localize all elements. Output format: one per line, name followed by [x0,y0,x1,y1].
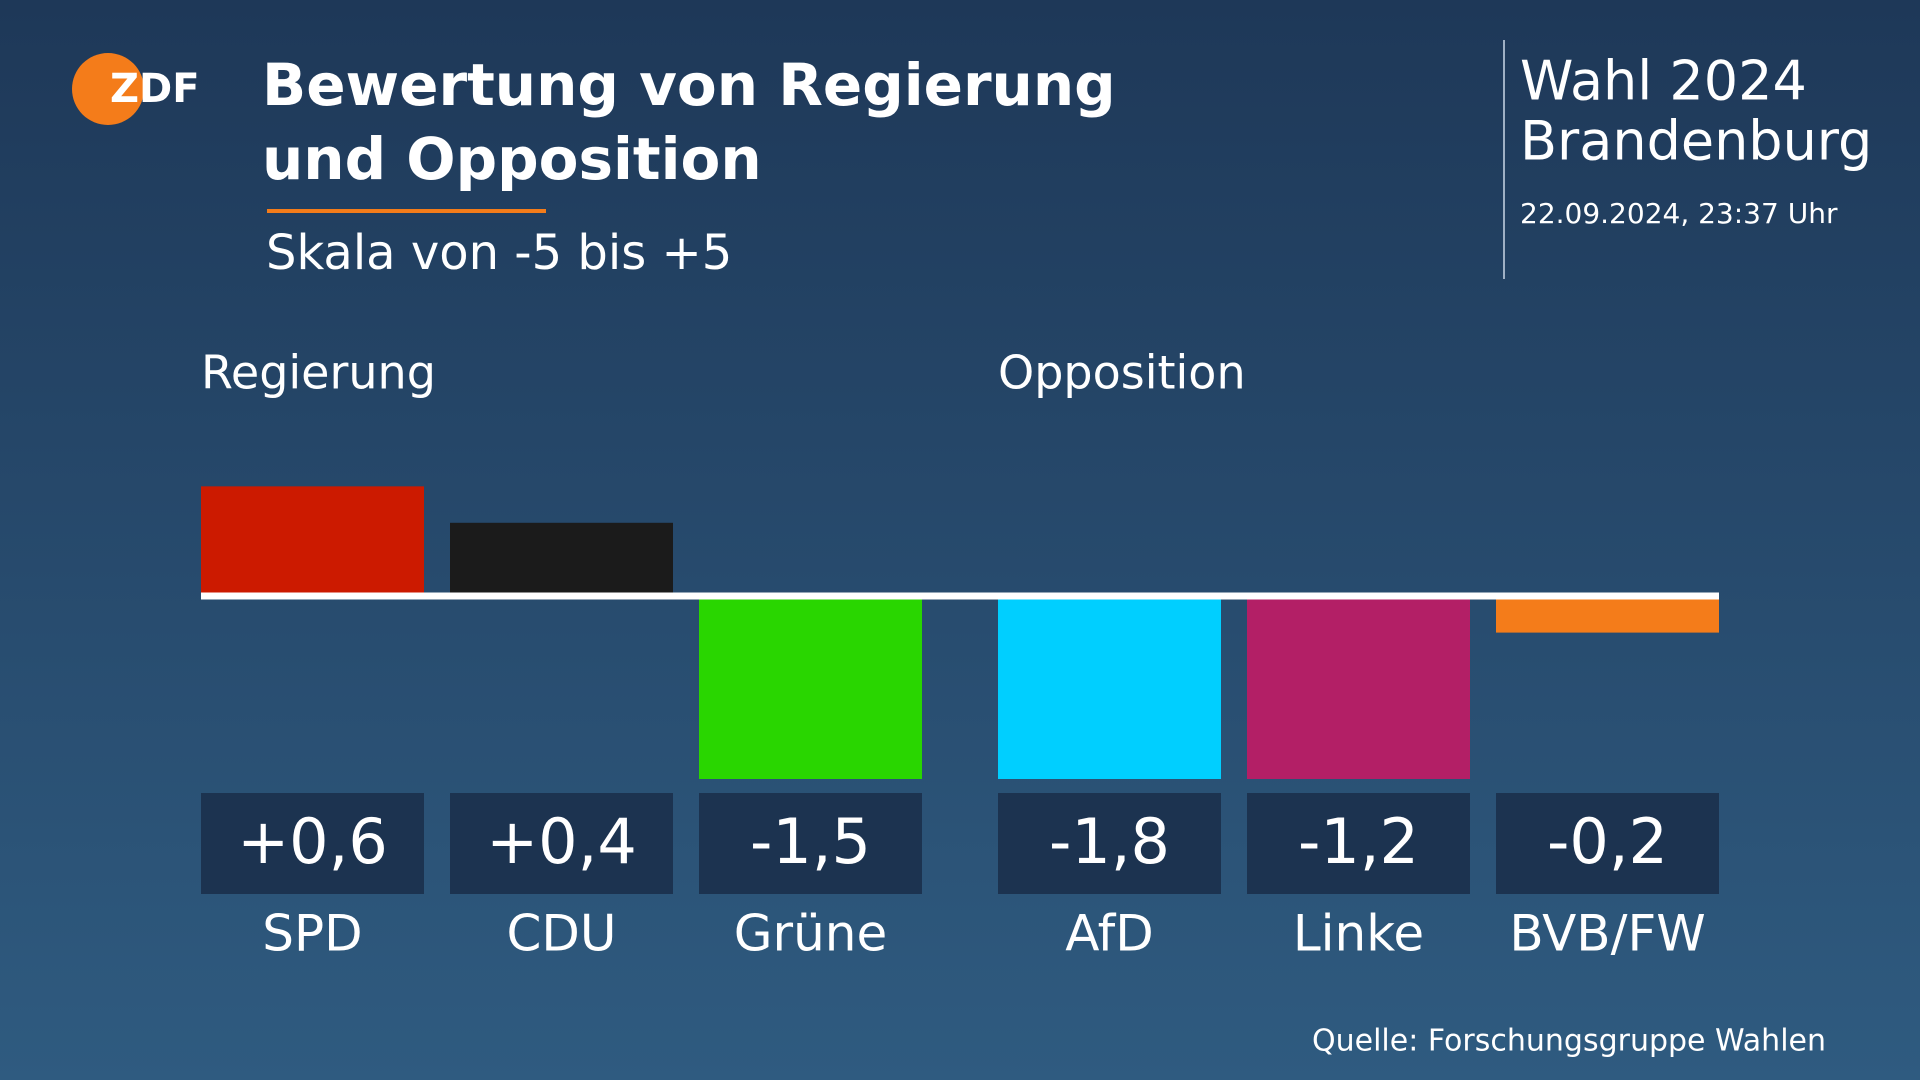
x-tick-label: CDU [506,905,616,963]
value-label: -1,8 [1049,805,1170,878]
value-label: -0,2 [1547,805,1668,878]
bar [1496,596,1719,633]
logo: ZDF [110,66,200,112]
value-label: +0,6 [237,805,388,878]
bar [201,486,424,596]
value-label-box [998,793,1221,894]
value-label-box [1496,793,1719,894]
logo-circle [72,53,144,125]
title-underline [267,209,546,213]
bar [699,596,922,779]
source: Quelle: Forschungsgruppe Wahlen [1312,1024,1826,1059]
bar [1247,596,1470,779]
value-label-box [1247,793,1470,894]
title-box: Bewertung von Regierung und Opposition [262,51,1116,193]
x-tick-label: SPD [262,905,362,963]
value-label-box [201,793,424,894]
value-label: -1,5 [750,805,871,878]
group-label: Regierung [201,346,436,400]
x-tick-label: Linke [1293,905,1424,963]
value-label: -1,2 [1298,805,1419,878]
x-tick-label: Grüne [734,905,887,963]
value-label: +0,4 [486,805,637,878]
x-tick-label: AfD [1065,905,1154,963]
election: Wahl 2024 [1520,50,1807,113]
subtitle: Skala von -5 bis +5 [266,225,732,281]
value-label-box [450,793,673,894]
x-tick-label: BVB/FW [1509,905,1705,963]
group-label: Opposition [998,346,1246,400]
timestamp: 22.09.2024, 23:37 Uhr [1520,197,1838,230]
chart-title: Bewertung von Regierung und Opposition [262,51,1116,193]
region: Brandenburg [1520,110,1872,173]
value-label-box [699,793,922,894]
bar [998,596,1221,779]
bar [450,522,673,596]
plot [201,486,1719,779]
